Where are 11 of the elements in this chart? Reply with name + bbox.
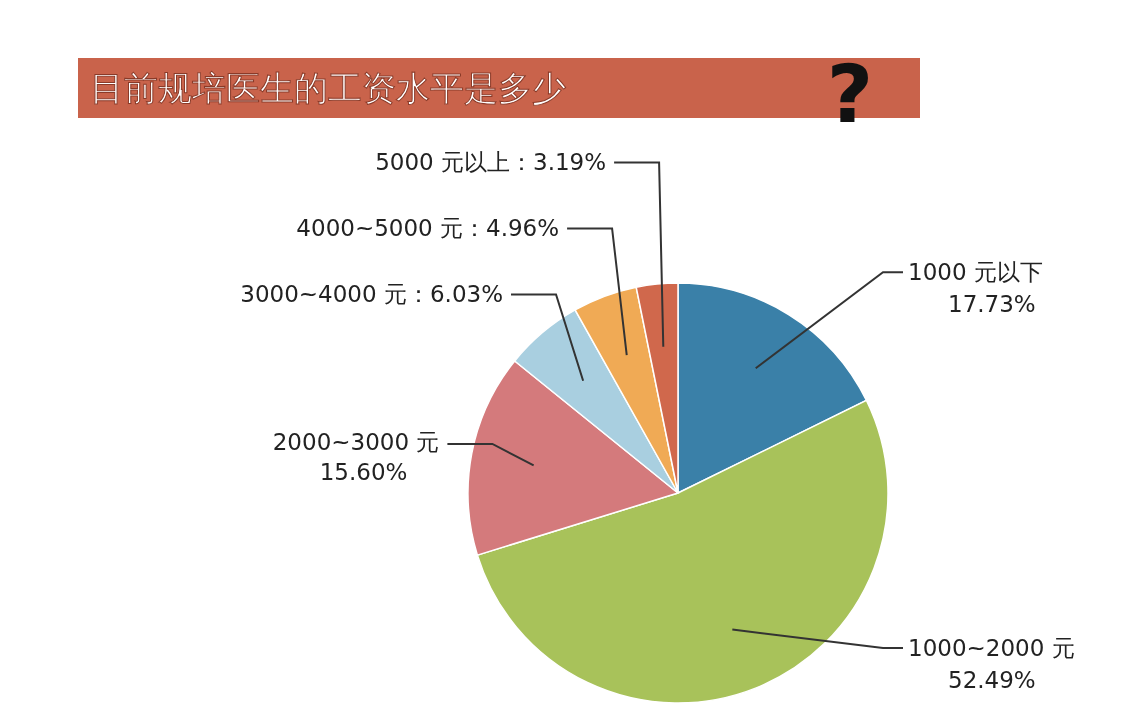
slice-label: 4000~5000 元：4.96% <box>296 215 560 242</box>
text: ? <box>826 48 874 141</box>
title: 目前规培医生的工资水平是多少 <box>90 68 566 108</box>
slice-label: 2000~3000 元 <box>272 428 440 455</box>
data-label: 17.73% <box>948 291 1036 318</box>
slice-label: 3000~4000 元：6.03% <box>240 281 504 308</box>
slice-label: 1000 元以下 <box>908 259 1043 286</box>
slice-label: 5000 元以上：3.19% <box>375 149 607 176</box>
data-label: 15.60% <box>319 458 408 485</box>
data-label: 52.49% <box>948 667 1036 693</box>
slice-label: 1000~2000 元 <box>908 635 1075 661</box>
